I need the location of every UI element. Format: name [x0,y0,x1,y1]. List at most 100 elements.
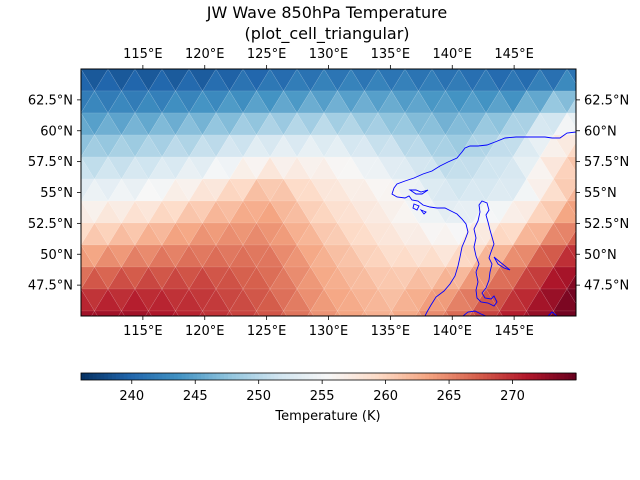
temperature-cell [635,157,640,179]
colorbar-segment [100,373,105,380]
colorbar-segment [278,373,283,380]
colorbar-segment [193,373,198,380]
y-tick-label-right: 52.5°N [584,217,629,232]
temperature-cell [361,310,368,316]
temperature-cell [388,310,395,316]
temperature-cell [594,311,621,333]
x-tick-label-top: 145°E [494,47,534,62]
colorbar-frame [80,372,577,381]
colorbar-segment [529,373,535,380]
x-tick-label-bottom: 135°E [371,324,411,339]
colorbar-segment [123,373,129,380]
colorbar-segment [429,373,434,380]
colorbar-segment [498,373,504,380]
colorbar-segment [506,373,511,380]
colorbar-segment [255,373,260,380]
temperature-cell [566,185,576,202]
temperature-cell [81,69,82,70]
temperature-cell [145,310,152,316]
temperature-cell [539,69,568,70]
temperature-cell [81,69,109,70]
temperature-cell [635,245,640,267]
colorbar-segment [483,373,488,380]
colorbar-segment [382,373,388,380]
colorbar-segment [262,373,268,380]
temperature-cell [566,244,576,261]
colorbar-tick-label: 245 [183,389,208,404]
temperature-cell [523,310,530,316]
temperature-cell [445,310,473,316]
x-tick-label-bottom: 125°E [247,324,287,339]
temperature-cell [635,311,640,333]
colorbar-segment [425,373,430,380]
colorbar-segment [285,373,291,380]
colorbar-segment [568,373,573,380]
colorbar-segment [293,373,299,380]
colorbar-segment [297,373,303,380]
temperature-cell [566,200,576,217]
colorbar-segment [150,373,156,380]
colorbar-segment [181,373,187,380]
temperature-cell [608,69,635,91]
colorbar-tick-label: 255 [310,389,335,404]
colorbar-segment [84,373,90,380]
temperature-cell [415,310,422,316]
colorbar-segment [231,373,237,380]
chart-subtitle: (plot_cell_triangular) [244,24,409,44]
temperature-cell [581,311,608,333]
temperature-cell [566,273,576,290]
temperature-cell [635,333,640,355]
temperature-cell [41,47,68,69]
temperature-cell [229,310,257,316]
temperature-cell [635,267,640,289]
colorbar-segment [258,373,264,380]
temperature-cell [566,97,576,114]
temperature-cell [310,310,338,316]
colorbar-segment [189,373,194,380]
colorbar-segment [227,373,233,380]
colorbar-segment [243,373,248,380]
colorbar-segment [436,373,442,380]
x-tick-label-bottom: 115°E [123,324,163,339]
colorbar-segment [398,373,403,380]
temperature-cell [27,333,54,355]
temperature-cell [540,333,567,355]
temperature-cell [283,310,311,316]
colorbar-segment [564,373,569,380]
x-tick-label-bottom: 130°E [309,324,349,339]
colorbar-segment [139,373,144,380]
colorbar-segment [282,373,287,380]
colorbar-segment [92,373,98,380]
colorbar-segment [251,373,256,380]
colorbar-segment [88,373,94,380]
colorbar-segment [405,373,411,380]
temperature-cell [594,69,621,91]
x-tick-label-top: 135°E [371,47,411,62]
colorbar-tick-label: 260 [373,389,398,404]
temperature-cell [594,355,621,377]
y-tick-label-right: 60°N [584,124,617,139]
colorbar-segment [459,373,465,380]
temperature-cell [175,310,203,316]
temperature-cell [566,112,576,129]
colorbar-segment [208,373,214,380]
colorbar-segment [560,373,565,380]
colorbar-segment [371,373,376,380]
temperature-cell [172,310,179,316]
y-tick-label-right: 55°N [584,186,617,201]
colorbar-segment [131,373,136,380]
colorbar-segment [421,373,426,380]
colorbar [81,373,577,380]
colorbar-segment [336,373,341,380]
temperature-cell [554,333,581,355]
colorbar-segment [456,373,461,380]
temperature-cell [334,310,341,316]
y-tick-label-left: 62.5°N [28,93,73,108]
colorbar-segment [340,373,345,380]
colorbar-segment [158,373,163,380]
temperature-cell [566,288,576,305]
x-axis-ticks: 115°E 115°E 120°E 120°E 125°E 125°E 130°E 130°E… [123,47,534,339]
temperature-cell [635,113,640,135]
temperature-cell [621,135,640,157]
temperature-cell [566,141,576,158]
